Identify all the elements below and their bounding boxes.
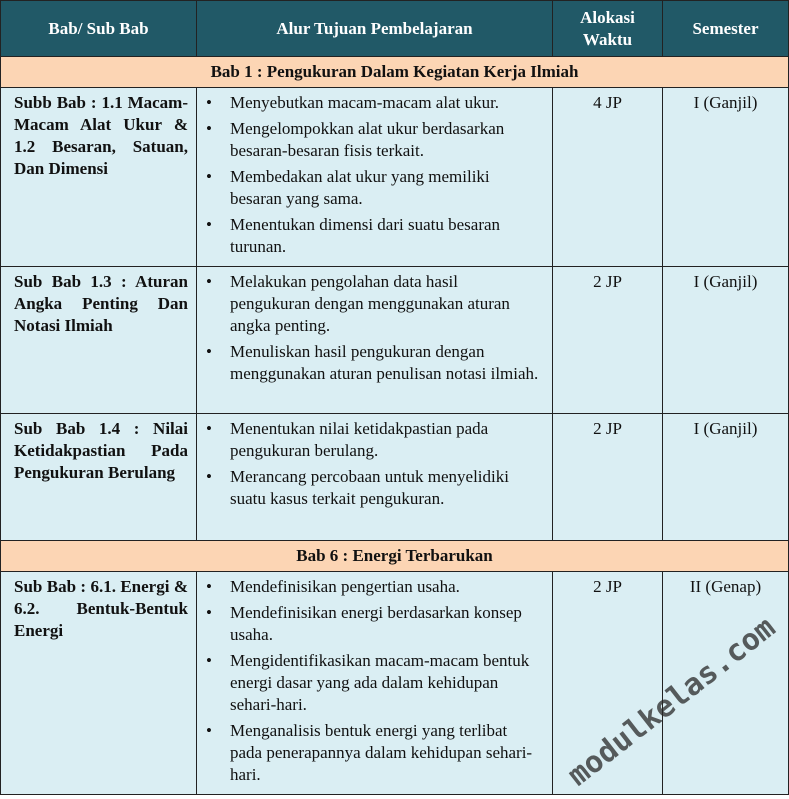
goals-list: Menyebutkan macam-macam alat ukur. Mengel…	[203, 92, 542, 258]
section-row: Bab 1 : Pengukuran Dalam Kegiatan Kerja …	[0, 56, 789, 88]
header-alur: Alur Tujuan Pembelajaran	[196, 0, 553, 57]
goal-item: Menentukan nilai ketidakpastian pada pen…	[203, 418, 542, 462]
header-semester: Semester	[662, 0, 789, 57]
goals-cell: Mendefinisikan pengertian usaha. Mendefin…	[196, 571, 553, 795]
goal-item: Merancang percobaan untuk menyelidiki su…	[203, 466, 542, 510]
goal-item: Menganalisis bentuk energi yang terlibat…	[203, 720, 542, 786]
goal-item: Melakukan pengolahan data hasil pengukur…	[203, 271, 542, 337]
semester-cell: I (Ganjil)	[662, 413, 789, 541]
sub-bab-cell: Subb Bab : 1.1 Macam-Macam Alat Ukur & 1…	[0, 87, 197, 267]
goals-list: Melakukan pengolahan data hasil pengukur…	[203, 271, 542, 385]
semester-cell: I (Ganjil)	[662, 87, 789, 267]
table-header-row: Bab/ Sub Bab Alur Tujuan Pembelajaran Al…	[0, 0, 789, 57]
section-title: Bab 1 : Pengukuran Dalam Kegiatan Kerja …	[0, 56, 789, 88]
table-row: Sub Bab 1.3 : Aturan Angka Penting Dan N…	[0, 266, 789, 414]
sub-bab-cell: Sub Bab 1.4 : Nilai Ketidakpastian Pada …	[0, 413, 197, 541]
goal-item: Membedakan alat ukur yang memiliki besar…	[203, 166, 542, 210]
sub-bab-cell: Sub Bab 1.3 : Aturan Angka Penting Dan N…	[0, 266, 197, 414]
header-alokasi: Alokasi Waktu	[552, 0, 663, 57]
goals-list: Menentukan nilai ketidakpastian pada pen…	[203, 418, 542, 510]
table-row: Sub Bab 1.4 : Nilai Ketidakpastian Pada …	[0, 413, 789, 541]
goal-item: Menuliskan hasil pengukuran dengan mengg…	[203, 341, 542, 385]
time-cell: 4 JP	[552, 87, 663, 267]
goal-item: Mengelompokkan alat ukur berdasarkan bes…	[203, 118, 542, 162]
header-bab: Bab/ Sub Bab	[0, 0, 197, 57]
goal-item: Mendefinisikan energi berdasarkan konsep…	[203, 602, 542, 646]
section-title: Bab 6 : Energi Terbarukan	[0, 540, 789, 572]
goal-item: Menyebutkan macam-macam alat ukur.	[203, 92, 542, 114]
semester-cell: II (Genap)	[662, 571, 789, 795]
goals-cell: Menyebutkan macam-macam alat ukur. Mengel…	[196, 87, 553, 267]
goals-cell: Menentukan nilai ketidakpastian pada pen…	[196, 413, 553, 541]
table-row: Sub Bab : 6.1. Energi & 6.2. Bentuk-Bent…	[0, 571, 789, 795]
goals-list: Mendefinisikan pengertian usaha. Mendefin…	[203, 576, 542, 786]
table-row: Subb Bab : 1.1 Macam-Macam Alat Ukur & 1…	[0, 87, 789, 267]
time-cell: 2 JP	[552, 266, 663, 414]
sub-bab-cell: Sub Bab : 6.1. Energi & 6.2. Bentuk-Bent…	[0, 571, 197, 795]
goals-cell: Melakukan pengolahan data hasil pengukur…	[196, 266, 553, 414]
goal-item: Mengidentifikasikan macam-macam bentuk e…	[203, 650, 542, 716]
goal-item: Menentukan dimensi dari suatu besaran tu…	[203, 214, 542, 258]
time-cell: 2 JP	[552, 413, 663, 541]
goal-item: Mendefinisikan pengertian usaha.	[203, 576, 542, 598]
semester-cell: I (Ganjil)	[662, 266, 789, 414]
section-row: Bab 6 : Energi Terbarukan	[0, 540, 789, 572]
time-cell: 2 JP	[552, 571, 663, 795]
